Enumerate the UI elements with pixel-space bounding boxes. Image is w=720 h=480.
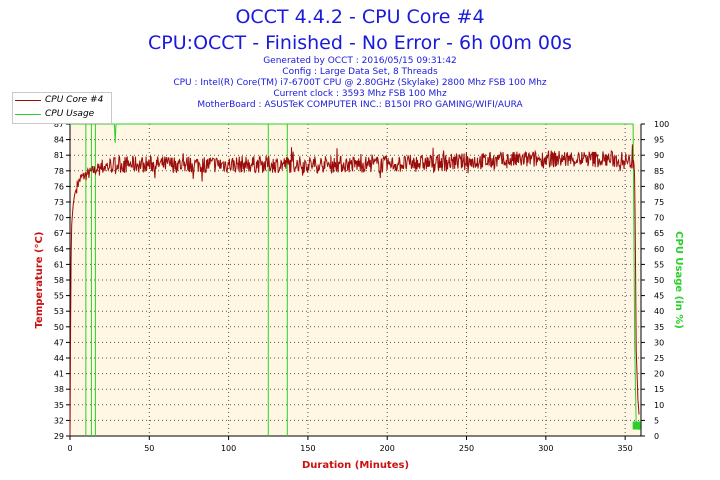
cpu-info: CPU : Intel(R) Core(TM) i7-6700T CPU @ 2…: [173, 78, 547, 88]
y-right-tick-label: 75: [654, 198, 664, 207]
clock-info: Current clock : 3593 Mhz FSB 100 Mhz: [273, 89, 447, 99]
x-tick-label: 50: [144, 444, 154, 453]
y-left-tick-label: 84: [54, 136, 64, 145]
x-axis-label: Duration (Minutes): [302, 460, 409, 471]
motherboard-info: MotherBoard : ASUSTeK COMPUTER INC.: B15…: [197, 100, 523, 110]
y-left-tick-label: 50: [54, 323, 64, 332]
config-info: Config : Large Data Set, 8 Threads: [282, 67, 438, 77]
y-left-tick-label: 32: [54, 416, 64, 425]
x-tick-label: 100: [221, 444, 236, 453]
y-left-tick-label: 81: [54, 151, 64, 160]
y-right-tick-label: 10: [654, 401, 664, 410]
y-right-tick-label: 80: [654, 182, 664, 191]
y-axis-right-label: CPU Usage (in %): [673, 231, 684, 329]
x-tick-label: 350: [617, 444, 632, 453]
y-left-tick-label: 38: [54, 385, 64, 394]
y-right-tick-label: 25: [654, 354, 664, 363]
axes: [66, 123, 645, 440]
chart-subtitle: CPU:OCCT - Finished - No Error - 6h 00m …: [148, 32, 572, 54]
y-right-tick-label: 0: [654, 432, 659, 441]
legend-label-cpu-usage: CPU Usage: [45, 109, 95, 119]
y-left-tick-label: 41: [54, 370, 64, 379]
legend-item-cpu-core: CPU Core #4: [15, 94, 109, 107]
y-left-tick-label: 78: [54, 167, 64, 176]
y-axis-left-label: Temperature (°C): [34, 232, 45, 329]
cpu-core-temp-series: [69, 144, 640, 437]
cpu-usage-end-marker: [632, 421, 641, 430]
legend-swatch-usage: [15, 114, 41, 115]
y-right-tick-label: 60: [654, 245, 664, 254]
y-right-tick-label: 15: [654, 385, 664, 394]
y-right-tick-label: 50: [654, 276, 664, 285]
cpu-usage-series: [70, 123, 641, 436]
generated-info: Generated by OCCT : 2016/05/15 09:31:42: [263, 56, 457, 66]
y-left-tick-label: 73: [54, 198, 64, 207]
y-right-tick-label: 70: [654, 214, 664, 223]
y-left-tick-label: 87: [54, 120, 64, 129]
x-tick-label: 0: [67, 444, 72, 453]
x-tick-label: 200: [380, 444, 395, 453]
y-right-tick-label: 55: [654, 260, 664, 269]
x-tick-label: 300: [538, 444, 553, 453]
y-left-tick-label: 29: [54, 432, 64, 441]
y-right-tick-label: 45: [654, 292, 664, 301]
y-left-tick-label: 67: [54, 229, 64, 238]
y-left-tick-label: 35: [54, 401, 64, 410]
cpu-core-temp-line: [69, 144, 640, 437]
chart-title: OCCT 4.4.2 - CPU Core #4: [235, 6, 485, 28]
y-left-tick-label: 53: [54, 307, 64, 316]
y-right-tick-label: 95: [654, 136, 664, 145]
y-right-tick-label: 65: [654, 229, 664, 238]
y-left-tick-label: 70: [54, 214, 64, 223]
y-left-tick-label: 61: [54, 260, 64, 269]
y-left-tick-label: 76: [54, 182, 64, 191]
legend-label-cpu-core: CPU Core #4: [45, 95, 104, 105]
y-left-tick-label: 47: [54, 338, 64, 347]
legend: CPU Core #4 CPU Usage: [12, 92, 112, 124]
grid-lines: [70, 124, 641, 436]
legend-item-cpu-usage: CPU Usage: [15, 108, 109, 121]
y-right-tick-label: 85: [654, 167, 664, 176]
y-left-tick-label: 64: [54, 245, 64, 254]
x-tick-label: 150: [300, 444, 315, 453]
y-right-tick-label: 90: [654, 151, 664, 160]
y-right-tick-label: 30: [654, 338, 664, 347]
x-tick-label: 250: [459, 444, 474, 453]
y-right-tick-label: 35: [654, 323, 664, 332]
y-left-tick-label: 44: [54, 354, 64, 363]
cpu-usage-line: [70, 123, 640, 431]
y-right-tick-label: 100: [654, 120, 669, 129]
legend-swatch-temp: [15, 100, 41, 101]
y-left-tick-label: 58: [54, 276, 64, 285]
y-right-tick-label: 20: [654, 370, 664, 379]
y-right-tick-label: 5: [654, 416, 659, 425]
y-left-tick-label: 55: [54, 292, 64, 301]
tick-labels: 0 50 100 150 200 250 300 3502932353841444750535…: [54, 120, 669, 453]
y-right-tick-label: 40: [654, 307, 664, 316]
